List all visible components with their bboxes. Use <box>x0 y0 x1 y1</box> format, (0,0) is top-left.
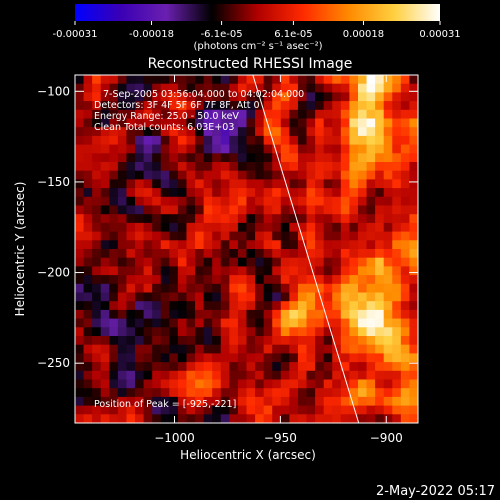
y-axis-label: Heliocentric Y (arcsec) <box>13 182 27 317</box>
x-tick-label: −1000 <box>154 431 195 445</box>
plot-frame <box>74 74 419 424</box>
x-tick-label: −950 <box>264 431 297 445</box>
y-tick-label: −100 <box>37 84 70 98</box>
annotation-line: Energy Range: 25.0 - 50.0 keV <box>94 111 239 122</box>
y-tick-label: −250 <box>37 356 70 370</box>
x-tick-label: −900 <box>370 431 403 445</box>
x-axis-label: Heliocentric X (arcsec) <box>180 448 316 462</box>
annotations: 7-Sep-2005 03:56:04.000 to 04:02:04.000D… <box>94 89 304 410</box>
annotation-line: 7-Sep-2005 03:56:04.000 to 04:02:04.000 <box>103 89 304 100</box>
solar-limb-line <box>252 74 360 424</box>
chart-title: Reconstructed RHESSI Image <box>148 56 353 72</box>
peak-position-label: Position of Peak = [-925,-221] <box>94 399 236 410</box>
colorbar-tick-label: 6.1e-05 <box>274 29 312 40</box>
annotation-line: Clean Total counts: 6.03E+03 <box>94 122 234 133</box>
heatmap-image <box>75 75 418 423</box>
colorbar <box>75 4 440 21</box>
annotation-line: Detectors: 3F 4F 5F 6F 7F 8F, Att 0 <box>94 100 260 111</box>
colorbar-tick-label: -6.1e-05 <box>201 29 243 40</box>
colorbar-tick-label: 0.00018 <box>343 29 384 40</box>
colorbar-units: (photons cm⁻² s⁻¹ asec⁻²) <box>193 41 322 52</box>
axis-ticks: −1000 −950 −900 −100 −150 −200 −250 <box>37 75 418 445</box>
colorbar-ticks: -0.00031 -0.00018 -6.1e-05 6.1e-05 0.00018 0.… <box>53 21 461 40</box>
colorbar-tick-label: -0.00031 <box>53 29 98 40</box>
y-tick-label: −200 <box>37 266 70 280</box>
y-tick-label: −150 <box>37 175 70 189</box>
colorbar-tick-label: 0.00031 <box>419 29 460 40</box>
timestamp: 2-May-2022 05:17 <box>376 484 495 499</box>
colorbar-tick-label: -0.00018 <box>129 29 174 40</box>
